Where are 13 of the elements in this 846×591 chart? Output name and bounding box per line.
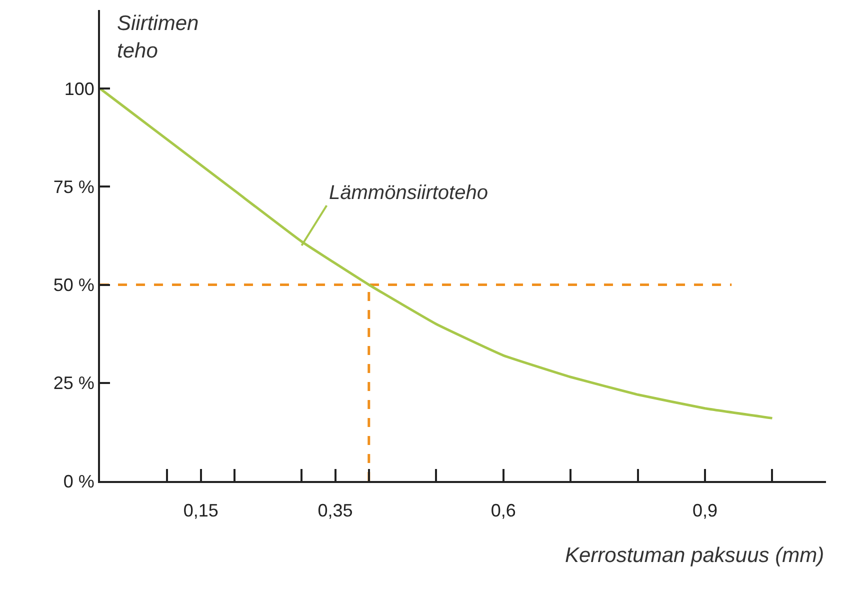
y-tick-label: 50 %	[53, 275, 94, 296]
annotation: Lämmönsiirtoteho	[329, 182, 488, 204]
x-tick-label: 0,15	[183, 500, 218, 521]
y-tick-label: 25 %	[53, 373, 94, 394]
y-tick-label: 75 %	[53, 176, 94, 197]
x-axis-title: Kerrostuman paksuus (mm)	[565, 544, 824, 567]
x-tick-label: 0,6	[490, 500, 516, 521]
x-tick-label: 0,35	[318, 500, 353, 521]
y-tick-label: 100	[64, 78, 94, 99]
x-tick-label: 0,9	[692, 500, 718, 521]
y-tick-label: 0 %	[63, 471, 94, 492]
line-series	[100, 87, 774, 420]
y-axis-title: Siirtimen teho	[117, 12, 199, 62]
